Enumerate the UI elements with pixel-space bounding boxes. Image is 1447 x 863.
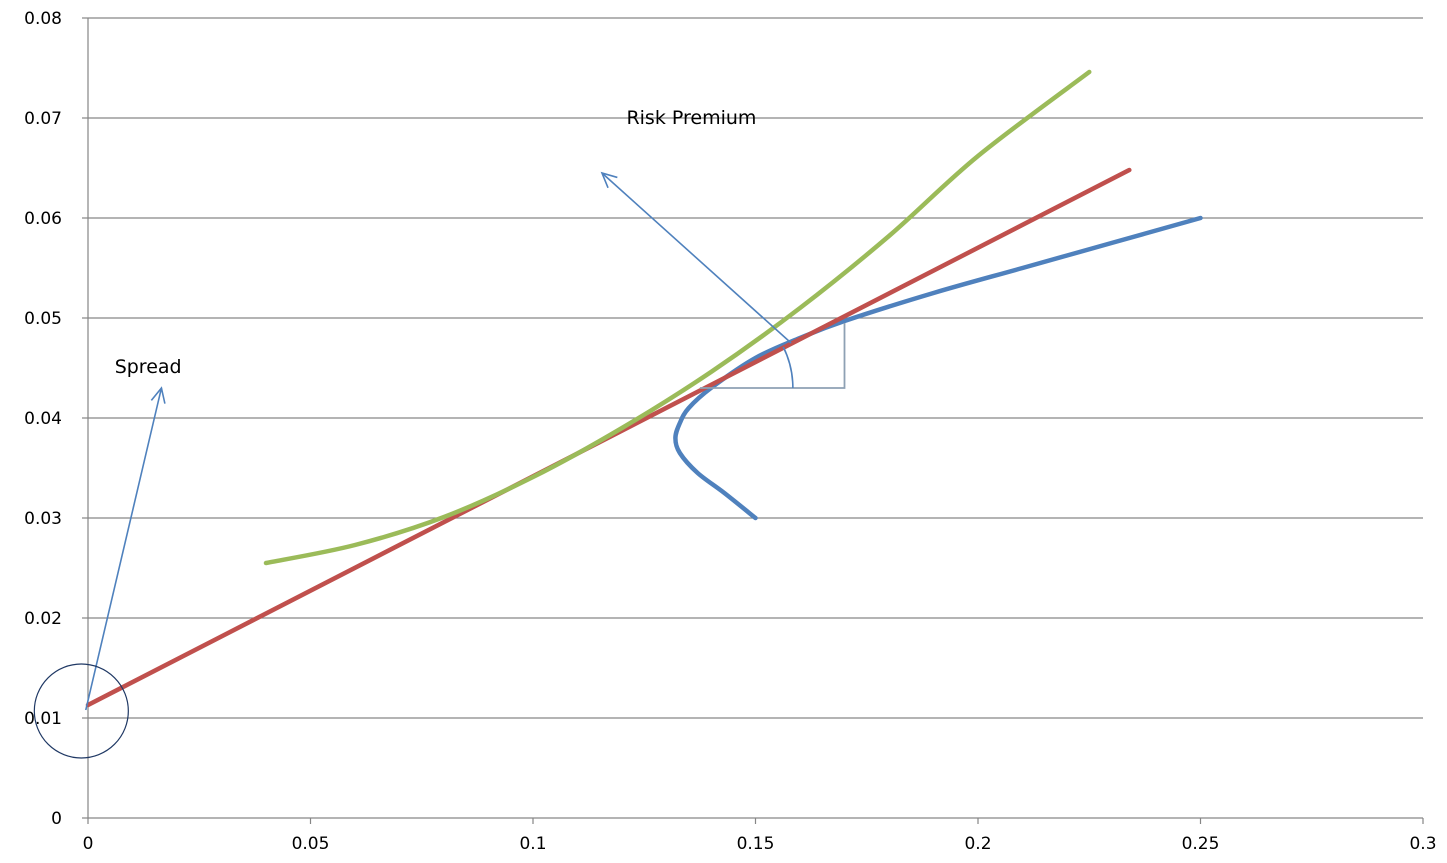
risk-premium-arrowhead bbox=[600, 171, 618, 189]
intercept-circle bbox=[33, 663, 129, 759]
axes bbox=[87, 18, 1424, 824]
risk-premium-label: Risk Premium bbox=[626, 107, 756, 129]
spread-arrowhead bbox=[150, 386, 166, 404]
x-tick-label: 0.1 bbox=[519, 834, 546, 854]
y-tick-label: 0.08 bbox=[24, 9, 62, 29]
y-tick-label: 0.02 bbox=[24, 609, 62, 629]
x-tick-label: 0.25 bbox=[1182, 834, 1220, 854]
y-tick-label: 0.05 bbox=[24, 309, 62, 329]
y-tick-label: 0.04 bbox=[24, 409, 62, 429]
y-tick-label: 0 bbox=[51, 809, 62, 829]
series-line-1 bbox=[673, 215, 1203, 521]
grid-lines bbox=[82, 17, 1423, 819]
slope-angle-arc bbox=[782, 346, 794, 389]
risk-premium-arrow bbox=[601, 172, 792, 344]
y-tick-labels: 0 0.01 0.02 0.03 0.04 0.05 0.06 0.07 0.08 bbox=[24, 9, 62, 829]
y-tick-label: 0.03 bbox=[24, 509, 62, 529]
series-lines bbox=[85, 69, 1203, 708]
x-tick-label: 0.05 bbox=[292, 834, 330, 854]
annotations: Risk Premium Spread bbox=[33, 107, 846, 759]
x-tick-label: 0 bbox=[83, 834, 94, 854]
y-tick-label: 0.06 bbox=[24, 209, 62, 229]
x-tick-label: 0.3 bbox=[1409, 834, 1436, 854]
x-tick-label: 0.2 bbox=[964, 834, 991, 854]
slope-triangle bbox=[699, 323, 846, 389]
x-tick-label: 0.15 bbox=[737, 834, 775, 854]
spread-arrow bbox=[84, 387, 163, 711]
y-tick-label: 0.07 bbox=[24, 109, 62, 129]
x-tick-labels: 0 0.05 0.1 0.15 0.2 0.25 0.3 bbox=[83, 834, 1437, 854]
y-tick-label: 0.01 bbox=[24, 709, 62, 729]
series-line-3 bbox=[263, 69, 1092, 566]
spread-label: Spread bbox=[115, 356, 182, 378]
